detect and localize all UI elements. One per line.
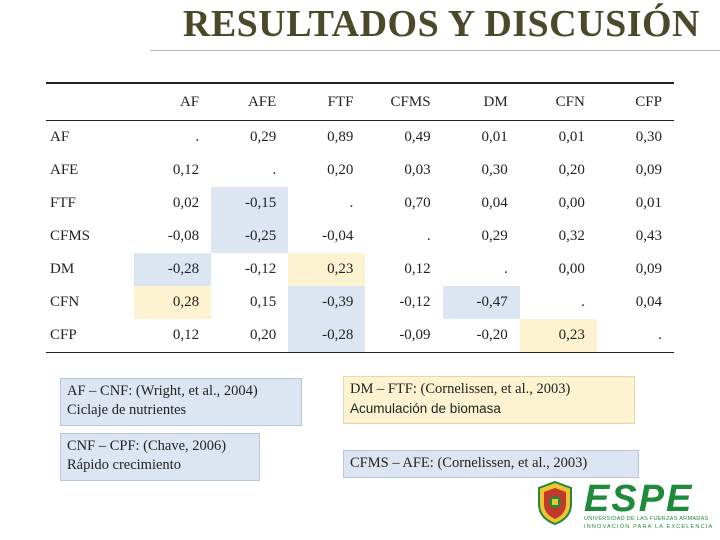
matrix-cell: .: [596, 319, 674, 353]
matrix-cell: 0,20: [327, 162, 354, 178]
note-dm-ftf: DM – FTF: (Cornelissen, et al., 2003) Ac…: [343, 376, 635, 424]
matrix-cell: -0,09: [365, 319, 443, 353]
matrix-cell: 0,04: [635, 294, 662, 310]
matrix-cell: 0,12: [404, 261, 431, 277]
note-cfms-afe: CFMS – AFE: (Cornelissen, et al., 2003): [343, 450, 639, 478]
table-row: DM -0,28 -0,12 0,23 0,12. 0,00 0,09: [46, 253, 674, 286]
logo-tagline: INNOVACIÓN PARA LA EXCELENCIA: [584, 524, 714, 530]
matrix-cell: -0,12: [399, 294, 431, 310]
note-citation: CFMS – AFE: (Cornelissen, et al., 2003): [350, 455, 588, 471]
matrix-cell: .: [272, 162, 277, 178]
matrix-cell: 0,30: [481, 162, 508, 178]
table-row: FTF 0,02 -0,15. 0,70 0,04 0,00 0,01: [46, 187, 674, 220]
matrix-cell: 0,01: [635, 195, 662, 211]
matrix-cell: -0,28: [134, 253, 212, 286]
matrix-cell: .: [426, 228, 431, 244]
matrix-cell: -0,20: [442, 319, 520, 353]
row-label: CFN: [50, 294, 80, 310]
row-label: CFP: [46, 319, 134, 353]
note-finding: Rápido crecimiento: [67, 457, 181, 473]
matrix-cell: -0,25: [211, 220, 289, 253]
note-af-cnf: AF – CNF: (Wright, et al., 2004) Ciclaje…: [60, 378, 302, 426]
matrix-cell: -0,39: [288, 286, 366, 319]
matrix-cell: 0,12: [172, 162, 200, 178]
column-header: CFMS: [365, 82, 443, 121]
row-label: DM: [50, 261, 75, 277]
matrix-cell: 0,49: [404, 129, 431, 145]
matrix-cell: 0,23: [288, 253, 366, 286]
matrix-cell: 0,12: [134, 319, 212, 353]
matrix-cell: -0,04: [322, 228, 354, 244]
matrix-cell: 0,00: [558, 195, 585, 211]
matrix-cell: 0,28: [134, 286, 212, 319]
table-row: AFE 0,12. 0,20 0,03 0,30 0,20 0,09: [46, 154, 674, 187]
matrix-cell: 0,70: [404, 195, 431, 211]
matrix-cell: 0,89: [327, 129, 354, 145]
matrix-cell: 0,23: [519, 319, 597, 353]
matrix-cell: 0,01: [481, 129, 508, 145]
matrix-cell: 0,20: [558, 162, 585, 178]
matrix-cell: .: [195, 129, 200, 145]
note-finding: Ciclaje de nutrientes: [67, 402, 187, 418]
matrix-cell: 0,15: [250, 294, 277, 310]
matrix-cell: 0,01: [558, 129, 585, 145]
column-header: CFP: [596, 82, 674, 121]
matrix-cell: 0,04: [481, 195, 508, 211]
table-row: CFP 0,12 0,20 -0,28 -0,09 -0,20 0,23.: [46, 319, 674, 353]
matrix-corner: [46, 82, 134, 121]
row-label: CFMS: [50, 228, 91, 244]
row-label: FTF: [50, 195, 76, 211]
note-finding: Acumulación de biomasa: [350, 401, 501, 416]
espe-logo: ESPE UNIVERSIDAD DE LAS FUERZAS ARMADAS …: [536, 476, 712, 532]
matrix-cell: 0,43: [635, 228, 662, 244]
note-citation: DM – FTF: (Cornelissen, et al., 2003): [350, 381, 571, 397]
matrix-cell: -0,47: [442, 286, 520, 319]
matrix-cell: 0,09: [635, 261, 662, 277]
matrix-cell: -0,28: [288, 319, 366, 353]
matrix-cell: -0,08: [167, 228, 200, 244]
matrix-cell: 0,30: [635, 129, 662, 145]
logo-subtitle: UNIVERSIDAD DE LAS FUERZAS ARMADAS: [584, 516, 709, 522]
table-row: CFMS -0,08 -0,25 -0,04. 0,29 0,32 0,43: [46, 220, 674, 253]
table-row: CFN 0,28 0,15 -0,39 -0,12 -0,47. 0,04: [46, 286, 674, 319]
row-label: AFE: [50, 162, 79, 178]
matrix-cell: 0,32: [558, 228, 585, 244]
title-divider: [150, 50, 720, 51]
matrix-cell: 0,29: [481, 228, 508, 244]
column-header: DM: [442, 82, 520, 121]
slide-title: RESULTADOS Y DISCUSIÓN: [182, 3, 700, 45]
column-header: AFE: [211, 82, 289, 121]
matrix-cell: .: [581, 294, 585, 310]
column-header: CFN: [519, 82, 597, 121]
note-citation: CNF – CPF: (Chave, 2006): [67, 438, 227, 454]
matrix-cell: .: [349, 195, 354, 211]
matrix-cell: 0,20: [211, 319, 289, 353]
note-citation: AF – CNF: (Wright, et al., 2004): [67, 383, 258, 399]
matrix-cell: 0,02: [172, 195, 200, 211]
matrix-cell: -0,12: [245, 261, 277, 277]
matrix-cell: 0,00: [558, 261, 585, 277]
correlation-matrix: AF AFE FTF CFMS DM CFN CFP AF. 0,29 0,89 0,…: [46, 82, 674, 353]
column-header: FTF: [288, 82, 366, 121]
column-header: AF: [134, 82, 212, 121]
matrix-header-row: AF AFE FTF CFMS DM CFN CFP: [46, 82, 674, 121]
matrix-cell: 0,29: [250, 129, 277, 145]
university-emblem-icon: [538, 480, 572, 526]
matrix-cell: 0,03: [404, 162, 431, 178]
note-cnf-cpf: CNF – CPF: (Chave, 2006) Rápido crecimie…: [60, 433, 260, 481]
matrix-cell: .: [503, 261, 508, 277]
logo-wordmark: ESPE: [584, 478, 694, 520]
row-label: AF: [50, 129, 70, 145]
matrix-cell: 0,09: [635, 162, 662, 178]
table-row: AF. 0,29 0,89 0,49 0,01 0,01 0,30: [46, 121, 674, 155]
matrix-cell: -0,15: [211, 187, 289, 220]
